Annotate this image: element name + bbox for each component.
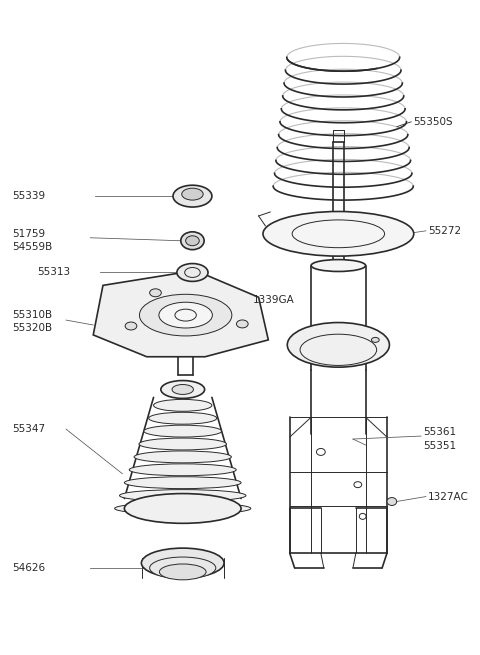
Text: 55310B: 55310B [12,310,53,320]
Ellipse shape [120,490,246,502]
Ellipse shape [311,259,366,271]
Text: 55350S: 55350S [413,117,453,127]
Ellipse shape [181,232,204,250]
Ellipse shape [161,381,204,398]
Text: 1327AC: 1327AC [428,491,469,502]
Ellipse shape [149,412,217,424]
Text: 55320B: 55320B [12,323,53,333]
Ellipse shape [154,400,212,411]
Ellipse shape [159,564,206,580]
Ellipse shape [144,425,222,437]
Ellipse shape [124,477,241,489]
Ellipse shape [140,294,232,336]
Ellipse shape [177,263,208,282]
Ellipse shape [142,548,224,578]
Ellipse shape [300,334,377,365]
Ellipse shape [150,289,161,297]
Text: 55339: 55339 [12,191,46,201]
Text: 54626: 54626 [12,563,46,573]
Text: 54559B: 54559B [12,242,53,252]
Text: 55272: 55272 [428,226,461,236]
Ellipse shape [263,212,414,256]
Ellipse shape [115,502,251,514]
Ellipse shape [182,188,203,200]
Ellipse shape [372,337,379,343]
Text: 55347: 55347 [12,424,46,434]
Text: 55313: 55313 [37,267,70,278]
Ellipse shape [172,384,193,394]
Ellipse shape [186,236,199,246]
Ellipse shape [292,220,384,248]
Ellipse shape [387,498,396,506]
Ellipse shape [237,320,248,328]
Ellipse shape [288,322,389,367]
Ellipse shape [150,557,216,579]
Ellipse shape [124,494,241,523]
Text: 55351: 55351 [423,441,456,451]
Ellipse shape [159,302,212,328]
Polygon shape [93,271,268,357]
Ellipse shape [125,322,137,330]
Ellipse shape [173,185,212,207]
Text: 51759: 51759 [12,229,46,239]
Text: 1339GA: 1339GA [253,295,295,305]
Ellipse shape [134,451,231,463]
Ellipse shape [129,464,236,476]
Ellipse shape [139,438,227,450]
Text: 55361: 55361 [423,427,456,437]
